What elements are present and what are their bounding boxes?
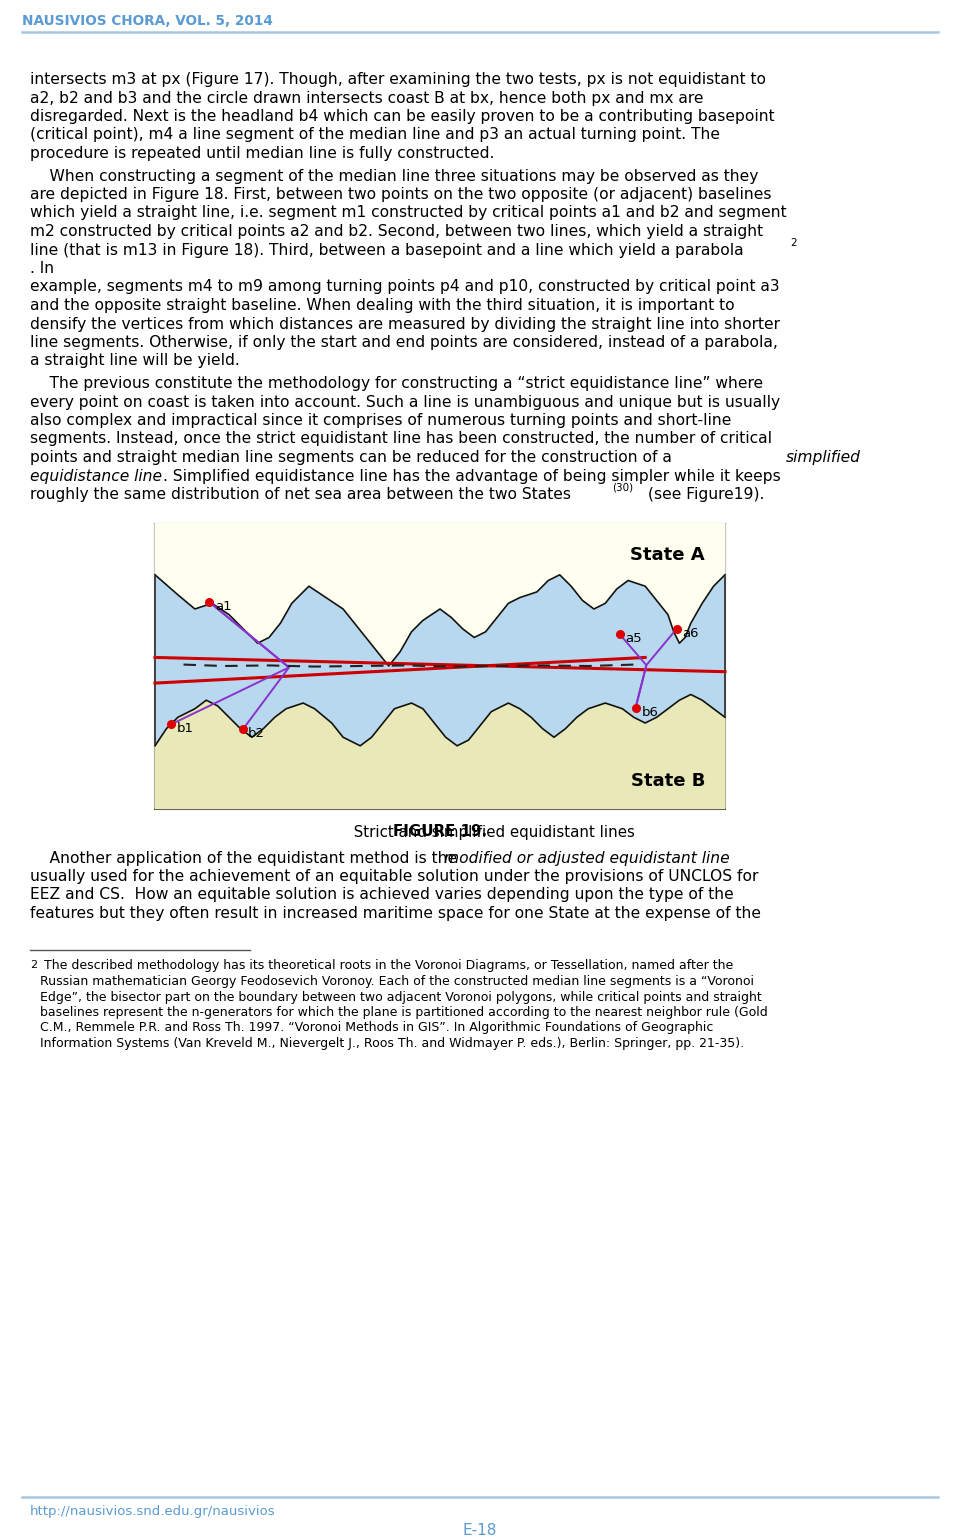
Text: baselines represent the n-generators for which the plane is partitioned accordin: baselines represent the n-generators for…: [40, 1007, 768, 1019]
Text: E-18: E-18: [463, 1523, 497, 1537]
Text: line (that is m13 in Figure 18). Third, between a basepoint and a line which yie: line (that is m13 in Figure 18). Third, …: [30, 243, 744, 258]
Text: C.M., Remmele P.R. and Ross Th. 1997. “Voronoi Methods in GIS”. In Algorithmic F: C.M., Remmele P.R. and Ross Th. 1997. “V…: [40, 1022, 713, 1034]
Text: features but they often result in increased maritime space for one State at the : features but they often result in increa…: [30, 905, 761, 921]
Text: a2, b2 and b3 and the circle drawn intersects coast B at bx, hence both px and m: a2, b2 and b3 and the circle drawn inter…: [30, 91, 704, 106]
Text: (critical point), m4 a line segment of the median line and p3 an actual turning : (critical point), m4 a line segment of t…: [30, 128, 720, 143]
Text: Another application of the equidistant method is the: Another application of the equidistant m…: [30, 850, 462, 865]
Text: which yield a straight line, i.e. segment m1 constructed by critical points a1 a: which yield a straight line, i.e. segmen…: [30, 206, 786, 220]
Polygon shape: [155, 695, 725, 808]
Text: State B: State B: [631, 773, 705, 790]
Text: segments. Instead, once the strict equidistant line has been constructed, the nu: segments. Instead, once the strict equid…: [30, 432, 772, 447]
Text: a straight line will be yield.: a straight line will be yield.: [30, 354, 240, 369]
Text: are depicted in Figure 18. First, between two points on the two opposite (or adj: are depicted in Figure 18. First, betwee…: [30, 188, 772, 201]
Text: FIGURE 19.: FIGURE 19.: [393, 824, 487, 839]
Text: line segments. Otherwise, if only the start and end points are considered, inste: line segments. Otherwise, if only the st…: [30, 335, 778, 350]
Text: The described methodology has its theoretical roots in the Voronoi Diagrams, or : The described methodology has its theore…: [40, 959, 733, 973]
Text: procedure is repeated until median line is fully constructed.: procedure is repeated until median line …: [30, 146, 494, 161]
Text: intersects m3 at px (Figure 17). Though, after examining the two tests, px is no: intersects m3 at px (Figure 17). Though,…: [30, 72, 766, 88]
Text: densify the vertices from which distances are measured by dividing the straight : densify the vertices from which distance…: [30, 317, 780, 332]
Text: Edge”, the bisector part on the boundary between two adjacent Voronoi polygons, : Edge”, the bisector part on the boundary…: [40, 990, 761, 1004]
Text: a6: a6: [683, 627, 699, 639]
Text: (see Figure19).: (see Figure19).: [643, 487, 764, 503]
Text: modified or adjusted equidistant line: modified or adjusted equidistant line: [444, 850, 730, 865]
Text: and the opposite straight baseline. When dealing with the third situation, it is: and the opposite straight baseline. When…: [30, 298, 734, 314]
Text: usually used for the achievement of an equitable solution under the provisions o: usually used for the achievement of an e…: [30, 868, 758, 884]
Text: m2 constructed by critical points a2 and b2. Second, between two lines, which yi: m2 constructed by critical points a2 and…: [30, 224, 763, 238]
Text: . Simplified equidistance line has the advantage of being simpler while it keeps: . Simplified equidistance line has the a…: [163, 469, 780, 484]
Text: equidistance line: equidistance line: [30, 469, 162, 484]
Text: also complex and impractical since it comprises of numerous turning points and s: also complex and impractical since it co…: [30, 413, 732, 427]
Text: every point on coast is taken into account. Such a line is unambiguous and uniqu: every point on coast is taken into accou…: [30, 395, 780, 409]
Bar: [155, 524, 725, 808]
Text: b2: b2: [248, 727, 264, 739]
Text: b6: b6: [641, 705, 659, 719]
Text: b1: b1: [177, 722, 194, 735]
Text: State A: State A: [631, 546, 705, 564]
Text: example, segments m4 to m9 among turning points p4 and p10, constructed by criti: example, segments m4 to m9 among turning…: [30, 280, 780, 295]
Text: The previous constitute the methodology for constructing a “strict equidistance : The previous constitute the methodology …: [30, 377, 763, 390]
Text: . In: . In: [30, 261, 54, 277]
Text: When constructing a segment of the median line three situations may be observed : When constructing a segment of the media…: [30, 169, 758, 183]
Text: a5: a5: [626, 632, 642, 646]
Text: http://nausivios.snd.edu.gr/nausivios: http://nausivios.snd.edu.gr/nausivios: [30, 1505, 276, 1519]
Text: simplified: simplified: [786, 450, 861, 466]
Text: points and straight median line segments can be reduced for the construction of : points and straight median line segments…: [30, 450, 677, 466]
Bar: [156, 524, 724, 807]
Text: 2: 2: [30, 959, 37, 970]
Text: a1: a1: [215, 599, 231, 613]
Text: NAUSIVIOS CHORA, VOL. 5, 2014: NAUSIVIOS CHORA, VOL. 5, 2014: [22, 14, 273, 28]
Text: Information Systems (Van Kreveld M., Nievergelt J., Roos Th. and Widmayer P. eds: Information Systems (Van Kreveld M., Nie…: [40, 1037, 744, 1050]
Text: (30): (30): [612, 483, 634, 493]
Text: Strict and simplified equidistant lines: Strict and simplified equidistant lines: [349, 824, 635, 839]
Text: EEZ and CS.  How an equitable solution is achieved varies depending upon the typ: EEZ and CS. How an equitable solution is…: [30, 887, 733, 902]
Polygon shape: [155, 524, 725, 666]
Text: 2: 2: [790, 238, 797, 249]
Text: disregarded. Next is the headland b4 which can be easily proven to be a contribu: disregarded. Next is the headland b4 whi…: [30, 109, 775, 124]
Text: Russian mathematician Georgy Feodosevich Voronoy. Each of the constructed median: Russian mathematician Georgy Feodosevich…: [40, 974, 754, 988]
Text: roughly the same distribution of net sea area between the two States: roughly the same distribution of net sea…: [30, 487, 576, 503]
